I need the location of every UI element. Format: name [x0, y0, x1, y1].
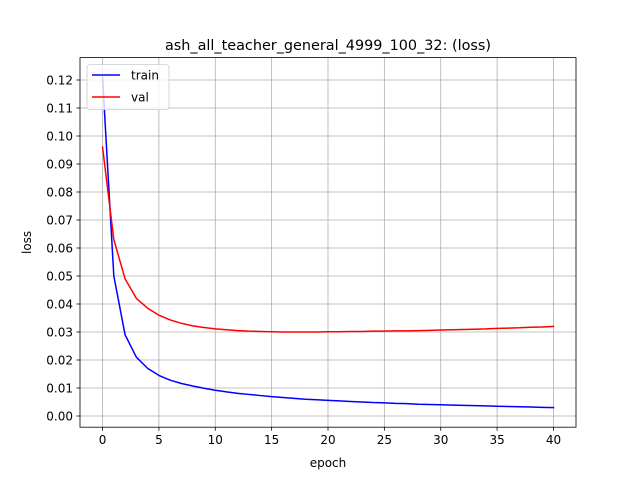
x-tick-label: 15	[264, 433, 279, 447]
y-tick-label: 0.11	[46, 101, 73, 115]
y-tick-label: 0.10	[46, 129, 73, 143]
y-tick-label: 0.01	[46, 381, 73, 395]
y-tick-label: 0.07	[46, 213, 73, 227]
y-axis-ticks: 0.00 0.01 0.02 0.03 0.04 0.05 0.06 0.07 0.08 0.09…	[46, 73, 80, 423]
x-tick-label: 20	[320, 433, 335, 447]
legend-box	[86, 64, 170, 110]
x-tick-label: 5	[155, 433, 163, 447]
x-axis-ticks: 0 5 10 15 20 25 30 35 40	[99, 427, 561, 447]
x-tick-label: 40	[546, 433, 561, 447]
x-axis-label: epoch	[310, 456, 347, 470]
y-tick-label: 0.12	[46, 73, 73, 87]
y-tick-label: 0.05	[46, 269, 73, 283]
series-line-val	[101, 146, 555, 333]
y-tick-label: 0.03	[46, 325, 73, 339]
x-tick-label: 25	[377, 433, 392, 447]
legend-train-label: train	[131, 69, 159, 83]
x-tick-label: 10	[208, 433, 223, 447]
y-tick-label: 0.08	[46, 185, 73, 199]
grid	[80, 57, 576, 428]
y-tick-label: 0.09	[46, 157, 73, 171]
x-tick-label: 30	[433, 433, 448, 447]
series-lines	[101, 76, 555, 409]
y-axis-label: loss	[20, 231, 34, 254]
y-tick-label: 0.00	[46, 409, 73, 423]
y-tick-label: 0.02	[46, 353, 73, 367]
y-tick-label: 0.06	[46, 241, 73, 255]
y-tick-label: 0.04	[46, 297, 73, 311]
chart-title: ash_all_teacher_general_4999_100_32: (lo…	[165, 38, 491, 54]
x-tick-label: 0	[99, 433, 107, 447]
legend-val-label: val	[131, 91, 149, 105]
legend: train val	[86, 64, 170, 110]
series-line-train	[101, 76, 555, 409]
x-tick-label: 35	[489, 433, 504, 447]
